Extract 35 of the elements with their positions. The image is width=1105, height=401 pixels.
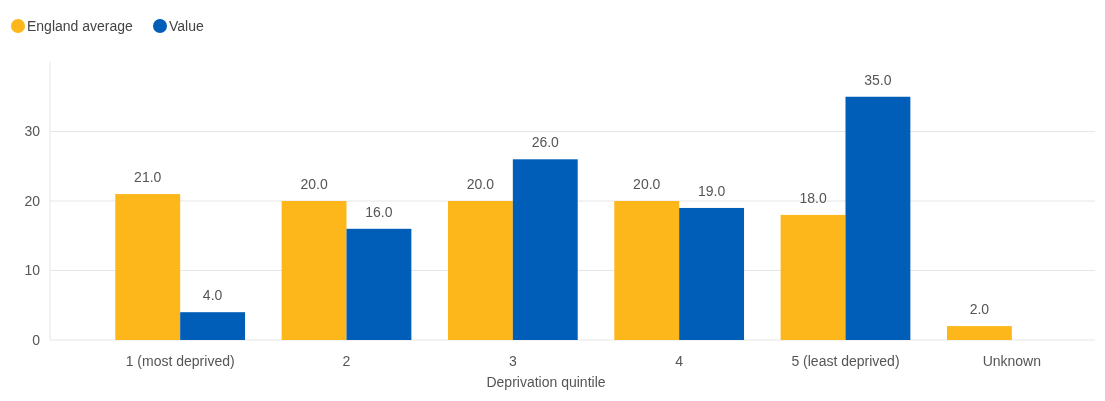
data-label: 35.0	[864, 71, 892, 88]
bar	[614, 201, 680, 340]
x-tick-label: 5 (least deprived)	[791, 353, 900, 369]
y-tick-label: 30	[24, 123, 41, 140]
data-label: 21.0	[134, 169, 162, 186]
data-label: 18.0	[799, 189, 827, 206]
x-tick-label: 1 (most deprived)	[125, 353, 235, 369]
bar	[346, 228, 412, 340]
x-tick-label: 4	[675, 353, 684, 369]
data-label: 4.0	[202, 287, 223, 304]
data-label: 19.0	[697, 182, 726, 199]
data-label: 26.0	[531, 134, 560, 151]
legend-label: England average	[27, 17, 134, 34]
bar	[780, 214, 846, 340]
bar	[281, 201, 347, 340]
y-tick-label: 10	[24, 262, 41, 279]
bar	[447, 201, 513, 340]
data-label: 2.0	[969, 301, 990, 318]
bar	[845, 96, 911, 340]
bar	[946, 326, 1012, 340]
data-label: 16.0	[365, 203, 393, 220]
data-label: 20.0	[633, 176, 661, 192]
bar	[180, 312, 246, 340]
bar	[512, 159, 578, 340]
data-label: 20.0	[466, 176, 495, 192]
bar	[679, 207, 745, 340]
legend-label: Value	[169, 17, 204, 34]
bar	[115, 194, 181, 340]
data-label: 20.0	[300, 176, 328, 192]
x-tick-label: 2	[342, 353, 351, 369]
y-tick-label: 20	[24, 192, 41, 209]
x-tick-label: Unknown	[982, 353, 1042, 369]
y-tick-label: 0	[32, 331, 41, 348]
x-axis-title: Deprivation quintile	[486, 374, 606, 390]
x-tick-label: 3	[508, 353, 517, 369]
